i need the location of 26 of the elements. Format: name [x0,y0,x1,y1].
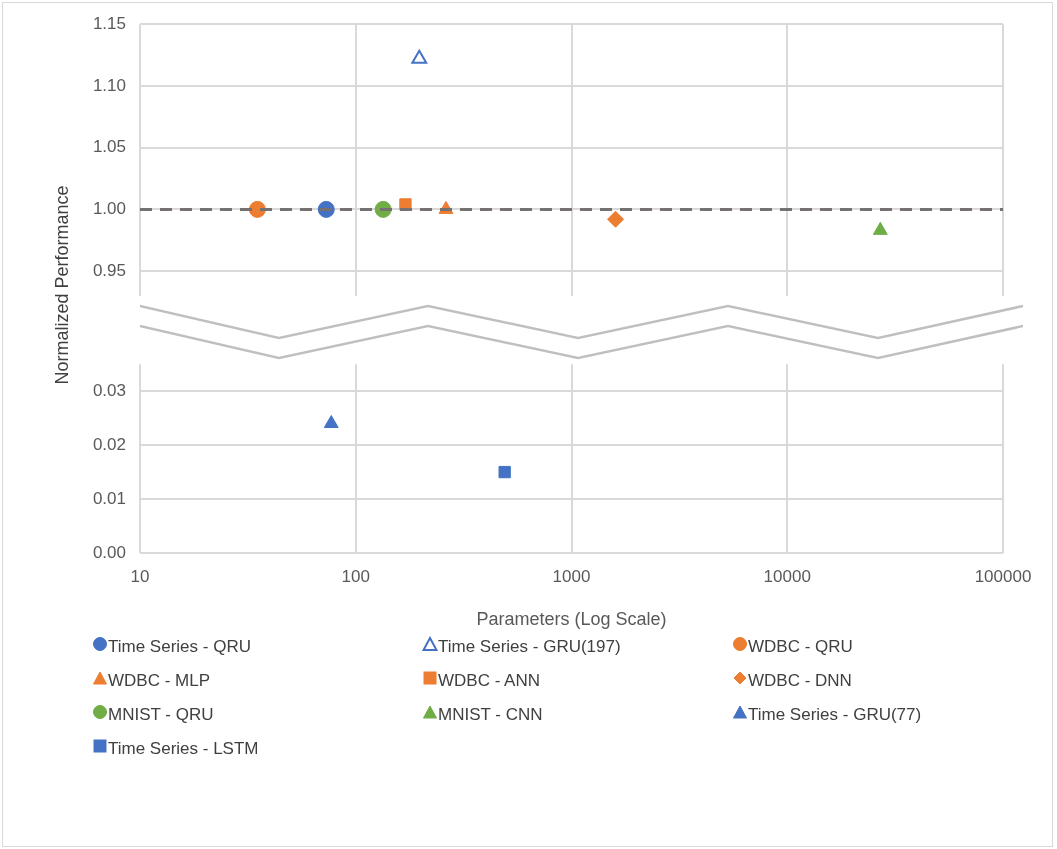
y-tick-label: 0.00 [92,542,126,562]
legend-label: Time Series - GRU(197) [438,637,621,656]
y-tick-label: 1.15 [92,13,126,33]
legend-label: MNIST - QRU [108,705,214,724]
legend-label: Time Series - QRU [108,637,251,656]
y-tick-label: 1.05 [92,137,126,157]
x-tick-label: 100000 [974,566,1032,586]
y-tick-label: 0.01 [92,488,126,508]
y-tick-label: 0.03 [92,380,126,400]
x-axis-title: Parameters (Log Scale) [476,609,667,630]
y-tick-label: 1.00 [92,199,126,219]
y-axis-title: Normalized Performance [51,185,73,385]
legend-label: Time Series - LSTM [108,739,259,758]
legend-label: WDBC - DNN [748,671,852,690]
legend-label: MNIST - CNN [438,705,543,724]
legend-label: WDBC - MLP [108,671,210,690]
legend-label: WDBC - ANN [438,671,540,690]
x-tick-label: 1000 [552,566,591,586]
y-tick-label: 0.02 [92,434,126,454]
x-tick-label: 10 [130,566,150,586]
x-tick-label: 10000 [763,566,811,586]
legend-label: WDBC - QRU [748,637,853,656]
x-tick-label: 100 [341,566,370,586]
legend-label: Time Series - GRU(77) [748,705,922,724]
y-tick-label: 0.95 [92,260,126,280]
y-tick-label: 1.10 [92,75,126,95]
